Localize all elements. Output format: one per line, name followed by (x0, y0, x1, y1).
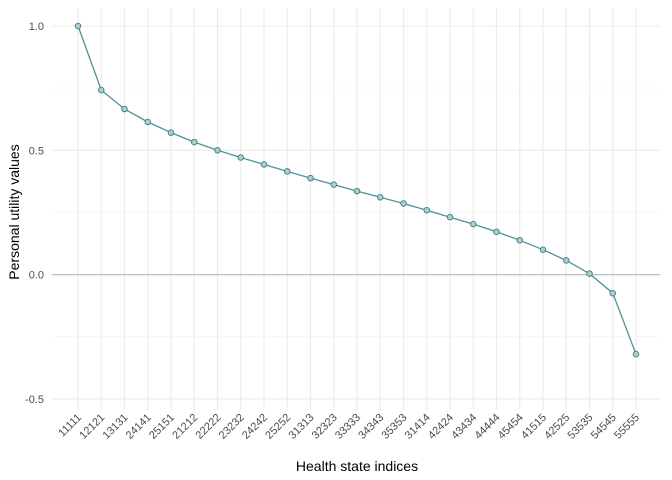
y-tick-label: 0.5 (29, 145, 44, 157)
data-point (353, 187, 361, 195)
x-tick-label: 25252 (263, 412, 293, 442)
x-tick-label: 42525 (542, 412, 572, 442)
data-point (260, 161, 268, 168)
x-tick-label: 45454 (496, 412, 526, 442)
data-point (539, 246, 547, 253)
x-tick-label: 12121 (77, 412, 107, 442)
data-point (423, 206, 431, 214)
data-point (609, 289, 617, 297)
x-tick-label: 21212 (170, 412, 200, 442)
x-tick-label: 23232 (217, 412, 247, 442)
data-point (237, 154, 244, 161)
x-tick-label: 33333 (333, 412, 363, 442)
y-tick-label: -0.5 (25, 394, 44, 406)
x-tick-label: 35353 (380, 412, 410, 442)
data-point (97, 86, 105, 94)
data-point (446, 213, 454, 221)
data-point (167, 129, 175, 136)
data-point (121, 105, 128, 113)
data-point (400, 200, 407, 207)
x-tick-label: 53535 (566, 412, 596, 442)
data-point (632, 350, 640, 358)
x-tick-label: 42424 (426, 412, 456, 442)
grid-lines (52, 8, 660, 410)
x-axis-ticks: 1111112121131312414125151212122222223232… (56, 412, 642, 442)
x-tick-label: 31313 (287, 412, 317, 442)
x-tick-label: 24141 (124, 412, 154, 442)
data-point (330, 181, 338, 188)
y-axis-title: Personal utility values (6, 144, 22, 279)
x-tick-label: 55555 (612, 412, 642, 442)
data-series (74, 22, 640, 358)
x-tick-label: 34343 (356, 412, 386, 442)
data-point (214, 147, 221, 154)
data-point (516, 237, 524, 244)
data-point (307, 174, 314, 182)
data-point (377, 194, 384, 201)
x-tick-label: 31414 (403, 412, 433, 442)
x-tick-label: 13131 (101, 412, 131, 442)
data-point (190, 138, 198, 146)
data-point (74, 22, 82, 30)
x-tick-label: 41515 (519, 412, 549, 442)
data-point (493, 228, 500, 236)
x-tick-label: 43434 (449, 412, 479, 442)
data-point (470, 220, 477, 228)
x-tick-label: 25151 (147, 412, 177, 442)
x-axis-title: Health state indices (296, 458, 418, 474)
x-tick-label: 22222 (194, 412, 224, 442)
data-point (586, 270, 593, 277)
y-axis-ticks: -0.5 0.0 0.5 1.0 (25, 21, 44, 406)
data-point (284, 168, 291, 175)
data-point (144, 118, 151, 126)
x-tick-label: 32323 (310, 412, 340, 442)
x-tick-label: 44444 (473, 412, 503, 442)
x-tick-label: 24242 (240, 412, 270, 442)
y-tick-label: 0.0 (29, 270, 44, 282)
data-point (563, 257, 570, 264)
x-tick-label: 54545 (589, 412, 619, 442)
y-tick-label: 1.0 (29, 21, 44, 33)
